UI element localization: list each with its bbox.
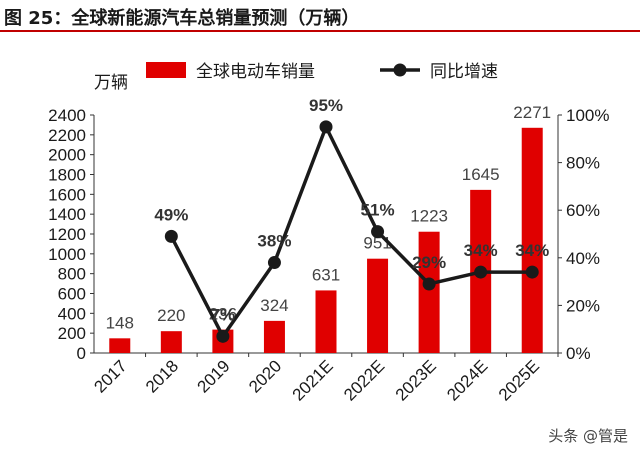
y-left-tick-label: 2200: [48, 126, 86, 145]
y-left-tick-label: 200: [58, 324, 86, 343]
x-tick-label: 2020: [245, 356, 285, 396]
bar-2023E: [418, 231, 440, 353]
legend-line-marker: [393, 63, 407, 77]
legend-line-label: 同比增速: [430, 62, 498, 81]
bar-value-label: 220: [157, 306, 185, 325]
growth-point-2023E: [422, 277, 436, 291]
y-right-tick-label: 20%: [566, 296, 600, 315]
growth-value-label: 51%: [361, 201, 395, 220]
growth-value-label: 29%: [412, 253, 446, 272]
x-tick-label: 2025E: [495, 356, 543, 404]
bar-2025E: [521, 127, 543, 353]
bar-value-label: 1645: [462, 165, 500, 184]
bar-2020: [263, 320, 285, 353]
legend-bar-label: 全球电动车销量: [196, 62, 315, 81]
bar-2021E: [315, 290, 337, 353]
growth-line: [169, 125, 533, 339]
title-rule: [0, 30, 640, 32]
growth-point-2021E: [319, 120, 333, 134]
x-tick-label: 2023E: [392, 356, 440, 404]
x-tick-label: 2021E: [289, 356, 337, 404]
y-left-tick-label: 1800: [48, 166, 86, 185]
y-left-unit-label: 万辆: [94, 73, 128, 92]
watermark: 头条 @管是: [548, 427, 628, 445]
x-tick-label: 2019: [194, 356, 234, 396]
growth-value-label: 95%: [309, 96, 343, 115]
y-right-tick-label: 100%: [566, 106, 609, 125]
y-left-tick-label: 400: [58, 304, 86, 323]
bar-value-label: 1223: [410, 207, 448, 226]
growth-point-2024E: [474, 265, 488, 279]
growth-value-label: 34%: [464, 241, 498, 260]
x-tick-label: 2024E: [443, 356, 491, 404]
growth-value-label: 34%: [515, 241, 549, 260]
y-right-tick-label: 40%: [566, 249, 600, 268]
growth-point-2018: [164, 229, 178, 243]
bar-value-label: 148: [106, 313, 134, 332]
y-left-tick-label: 1600: [48, 185, 86, 204]
growth-value-label: 38%: [257, 232, 291, 251]
growth-value-label: 49%: [154, 205, 188, 224]
y-right-tick-label: 80%: [566, 154, 600, 173]
figure-title-bar: 图 25：全球新能源汽车总销量预测（万辆）: [0, 0, 640, 32]
x-tick-label: 2017: [90, 356, 130, 396]
growth-point-2022E: [371, 225, 385, 239]
growth-point-2020: [267, 256, 281, 270]
x-tick-label: 2022E: [340, 356, 388, 404]
y-left-tick-label: 1400: [48, 205, 86, 224]
bar-2022E: [367, 258, 389, 353]
bar-value-label: 2271: [513, 103, 551, 122]
bar-2017: [109, 338, 131, 353]
y-right-tick-label: 60%: [566, 201, 600, 220]
y-left-tick-label: 800: [58, 265, 86, 284]
legend-bar-swatch: [146, 62, 186, 78]
y-left-tick-label: 2000: [48, 146, 86, 165]
growth-value-label: 7%: [211, 305, 236, 324]
y-left-tick-label: 2400: [48, 106, 86, 125]
y-right-tick-label: 0%: [566, 344, 591, 363]
bar-value-label: 324: [260, 296, 288, 315]
y-left-tick-label: 1200: [48, 225, 86, 244]
bar-2018: [160, 331, 182, 353]
y-left-tick-label: 600: [58, 285, 86, 304]
figure-title: 图 25：全球新能源汽车总销量预测（万辆）: [4, 8, 360, 29]
y-left-tick-label: 0: [77, 344, 86, 363]
x-tick-label: 2018: [142, 356, 182, 396]
y-left-tick-label: 1000: [48, 245, 86, 264]
bar-value-label: 631: [312, 265, 340, 284]
growth-point-2025E: [525, 265, 539, 279]
growth-point-2019: [216, 329, 230, 343]
